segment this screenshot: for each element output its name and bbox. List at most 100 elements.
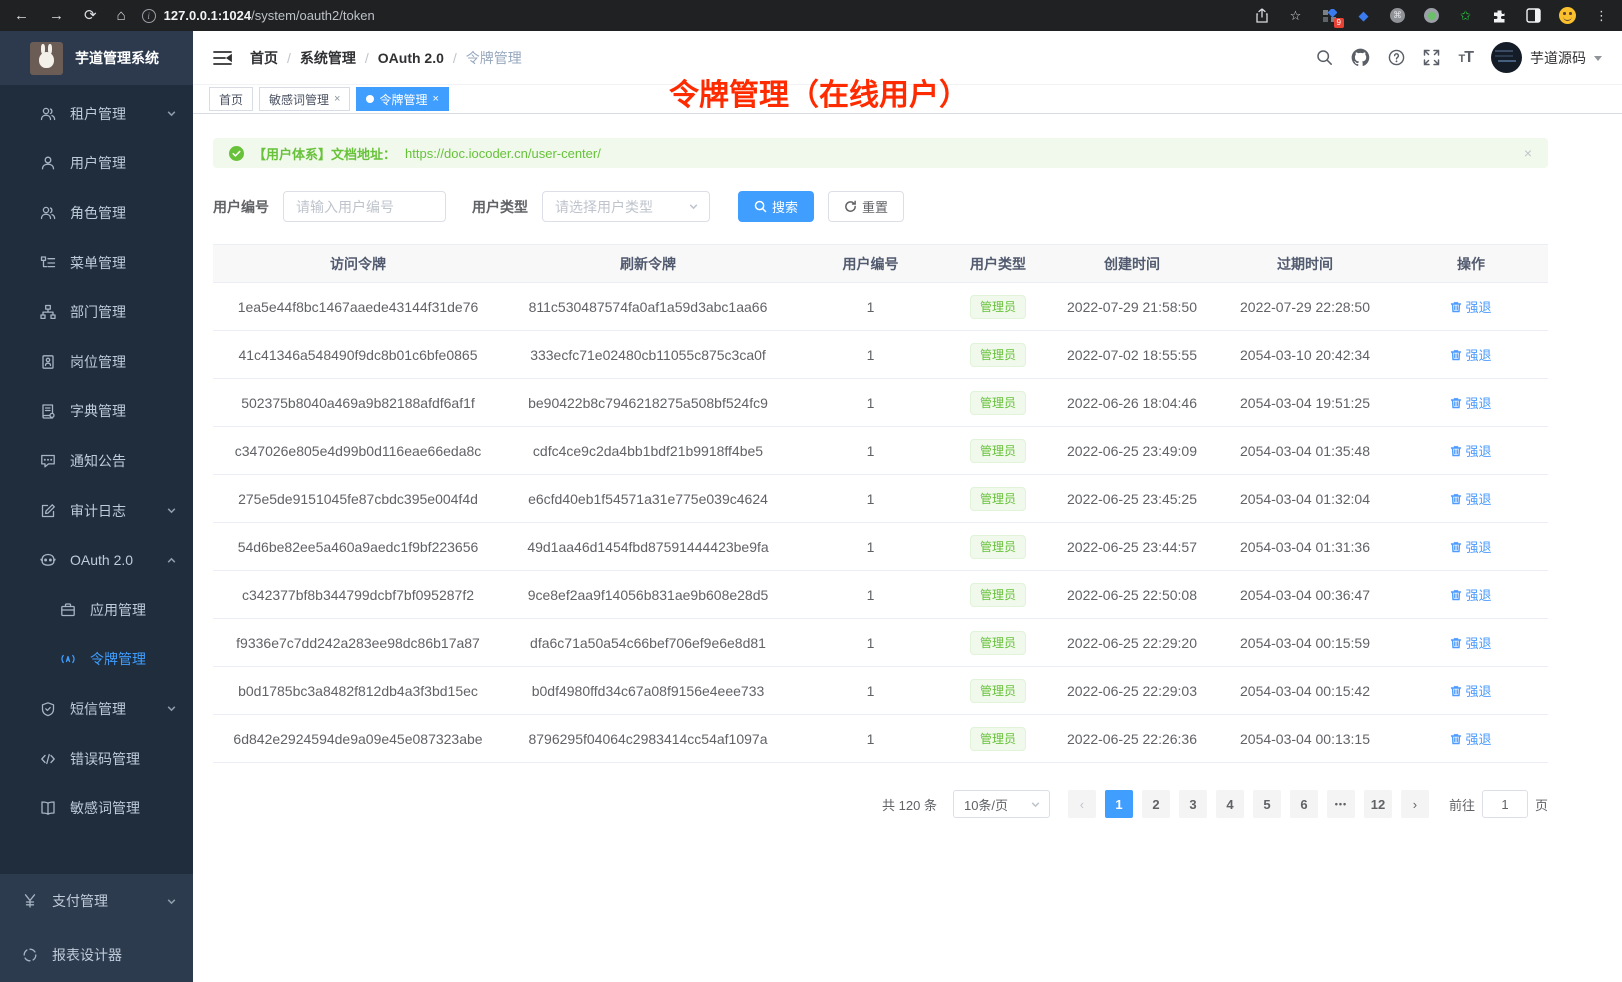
page-button-2[interactable]: 2 [1141,790,1170,818]
page-button-5[interactable]: 5 [1252,790,1281,818]
more-pages-button[interactable]: ••• [1326,790,1355,818]
breadcrumb: 首页 / 系统管理 / OAuth 2.0 / 令牌管理 [250,48,522,68]
sidebar-collapse-icon[interactable] [213,50,232,66]
reset-button[interactable]: 重置 [828,191,905,222]
user-type-select[interactable]: 请选择用户类型 [542,191,710,222]
sidebar-item-dept[interactable]: 部门管理 [0,287,193,337]
extension-star-icon[interactable]: ✩ [1460,7,1471,23]
yen-icon [22,893,38,909]
org-chart-icon [40,304,56,320]
force-logout-button[interactable]: 强退 [1450,393,1492,412]
browser-menu-icon[interactable]: ⋮ [1595,7,1608,23]
cell-expires: 2054-03-04 01:32:04 [1216,474,1394,523]
breadcrumb-item[interactable]: 系统管理 [299,49,356,66]
bookmark-star-icon[interactable]: ☆ [1289,7,1302,23]
page-size-value: 10条/页 [963,797,1009,813]
sidebar-item-label: 部门管理 [70,304,126,321]
page-button-6[interactable]: 6 [1289,790,1318,818]
user-menu[interactable]: 芋道源码 [1491,42,1602,73]
goto-page-input[interactable] [1481,790,1528,818]
sidebar-item-errcode[interactable]: 错误码管理 [0,734,193,784]
browser-reload-icon[interactable]: ⟳ [84,7,97,24]
page-button-4[interactable]: 4 [1215,790,1244,818]
profile-avatar-icon[interactable] [1559,7,1576,24]
force-logout-button[interactable]: 强退 [1450,729,1492,748]
force-logout-button[interactable]: 强退 [1450,537,1492,556]
edit-log-icon [40,503,56,519]
font-size-icon[interactable]: TT [1458,48,1473,66]
page-size-select[interactable]: 10条/页 [952,790,1050,818]
sidebar-item-menu[interactable]: 菜单管理 [0,238,193,288]
sidebar-item-user[interactable]: 用户管理 [0,139,193,189]
tab-sensitive-words[interactable]: 敏感词管理 × [259,87,351,111]
user-id-input[interactable] [283,191,446,222]
share-icon[interactable] [1253,7,1270,24]
tab-token-management[interactable]: 令牌管理 × [356,87,449,111]
sidebar-item-sms[interactable]: 短信管理 [0,684,193,734]
breadcrumb-item[interactable]: OAuth 2.0 [377,49,444,66]
url-path: /system/oauth2/token [251,8,375,23]
col-header-actions: 操作 [1394,244,1548,283]
alert-close-icon[interactable]: × [1523,145,1532,161]
force-logout-button[interactable]: 强退 [1450,297,1492,316]
force-logout-button[interactable]: 强退 [1450,489,1492,508]
close-icon[interactable]: × [432,93,439,105]
sidebar-item-oauth2-token[interactable]: 令牌管理 [0,635,193,685]
force-logout-button[interactable]: 强退 [1450,633,1492,652]
breadcrumb-item[interactable]: 首页 [250,49,278,66]
cell-user-id: 1 [793,522,948,571]
force-logout-button[interactable]: 强退 [1450,441,1492,460]
close-icon[interactable]: × [334,93,341,105]
search-icon[interactable] [1316,49,1333,66]
extension-command-icon[interactable]: ⌘ [1389,7,1406,24]
extension-grid-icon[interactable]: 9 [1321,7,1344,28]
browser-back-icon[interactable]: ← [14,7,29,24]
chevron-down-icon [166,703,177,714]
sidebar-item-oauth2[interactable]: OAuth 2.0 [0,535,193,585]
fullscreen-icon[interactable] [1423,49,1440,66]
sidebar-item-audit[interactable]: 审计日志 [0,486,193,536]
col-header-user-type: 用户类型 [948,244,1048,283]
extension-gem-icon[interactable]: ◆ [1358,7,1369,23]
sidebar-item-oauth2-app[interactable]: 应用管理 [0,585,193,635]
force-logout-button[interactable]: 强退 [1450,345,1492,364]
user-name: 芋道源码 [1530,49,1586,66]
prev-page-button[interactable]: ‹ [1067,790,1096,818]
app-logo[interactable]: 芋道管理系统 [0,31,193,85]
extension-record-icon[interactable] [1423,7,1440,24]
browser-home-icon[interactable]: ⌂ [116,7,126,24]
sidebar-item-label: 敏感词管理 [70,800,140,817]
user-type-tag: 管理员 [969,390,1026,415]
cell-refresh-token: e6cfd40eb1f54571a31e775e039c4624 [503,474,793,523]
doc-link[interactable]: https://doc.iocoder.cn/user-center/ [405,145,601,161]
page-button-12[interactable]: 12 [1363,790,1392,818]
cell-created: 2022-07-02 18:55:55 [1048,330,1216,379]
sidebar-toggle-icon[interactable] [1525,7,1542,24]
extension-puzzle-icon[interactable] [1491,7,1508,24]
sidebar-item-pay[interactable]: 支付管理 [0,874,193,928]
user-type-tag: 管理员 [969,726,1026,751]
sidebar-item-post[interactable]: 岗位管理 [0,337,193,387]
force-logout-button[interactable]: 强退 [1450,585,1492,604]
cell-created: 2022-06-25 22:26:36 [1048,714,1216,763]
browser-forward-icon[interactable]: → [49,7,64,24]
sidebar-item-notice[interactable]: 通知公告 [0,436,193,486]
page-button-3[interactable]: 3 [1178,790,1207,818]
help-icon[interactable] [1388,49,1405,66]
address-bar[interactable]: i 127.0.0.1:1024/system/oauth2/token [141,8,1253,23]
cell-refresh-token: be90422b8c7946218275a508bf524fc9 [503,378,793,427]
site-info-icon[interactable]: i [141,8,156,23]
search-button[interactable]: 搜索 [738,191,815,222]
github-icon[interactable] [1351,48,1370,67]
force-logout-button[interactable]: 强退 [1450,681,1492,700]
sidebar-item-dict[interactable]: 字典管理 [0,387,193,437]
sidebar-item-role[interactable]: 角色管理 [0,188,193,238]
cell-expires: 2022-07-29 22:28:50 [1216,282,1394,331]
sidebar-item-sensitive[interactable]: 敏感词管理 [0,783,193,833]
sidebar-item-label: 租户管理 [70,105,126,122]
sidebar-item-tenant[interactable]: 租户管理 [0,89,193,139]
next-page-button[interactable]: › [1400,790,1429,818]
tab-home[interactable]: 首页 [209,87,254,111]
sidebar-item-report[interactable]: 报表设计器 [0,928,193,982]
page-button-1[interactable]: 1 [1104,790,1133,818]
